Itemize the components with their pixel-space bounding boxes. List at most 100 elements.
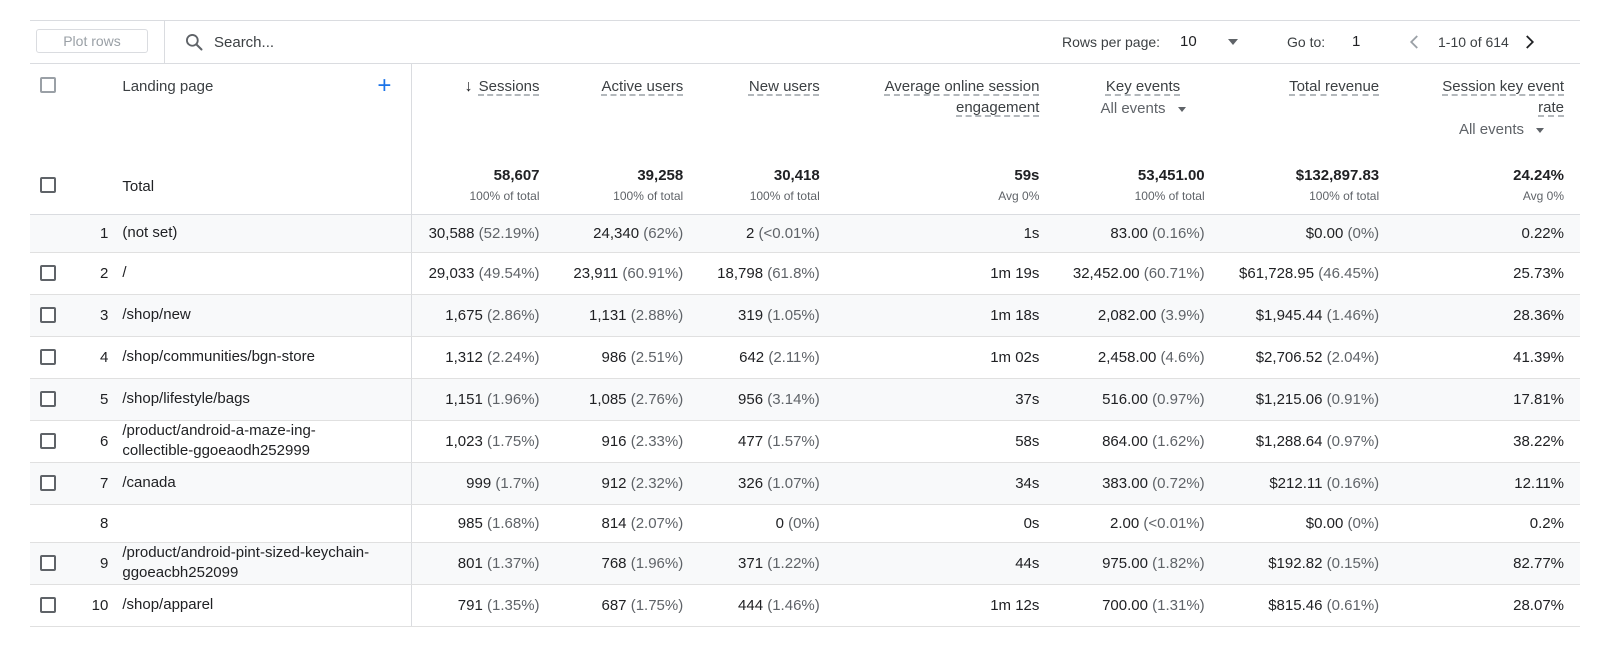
chevron-down-icon[interactable] bbox=[1228, 39, 1238, 45]
metric-value: 687 bbox=[601, 596, 627, 614]
row-checkbox[interactable] bbox=[40, 596, 56, 613]
metric-value: 1,151 bbox=[445, 390, 483, 408]
header-active-users[interactable]: Active users bbox=[556, 64, 700, 156]
header-avg-engagement[interactable]: Average online session engagement bbox=[836, 64, 1056, 156]
row-checkbox-cell bbox=[30, 584, 82, 627]
metric-cell: 477 (1.57%) bbox=[699, 420, 836, 463]
landing-page-cell[interactable]: /shop/lifestyle/bags bbox=[122, 378, 413, 421]
landing-page-cell[interactable]: /shop/communities/bgn-store bbox=[122, 336, 413, 379]
metric-percent: (2.88%) bbox=[630, 306, 684, 324]
table-row[interactable]: 2/29,033 (49.54%) 23,911 (60.91%) 18,798 (… bbox=[30, 252, 1580, 295]
column-header-label[interactable]: Session key event rate bbox=[1442, 78, 1564, 116]
metric-value: 28.36% bbox=[1513, 306, 1564, 324]
row-checkbox-cell bbox=[30, 336, 82, 379]
metric-percent: (0%) bbox=[1347, 514, 1380, 532]
column-header-label[interactable]: Sessions bbox=[478, 78, 540, 95]
metric-percent: (1.46%) bbox=[767, 596, 820, 614]
table-row[interactable]: 4/shop/communities/bgn-store 1,312 (2.24%… bbox=[30, 336, 1580, 379]
table-row[interactable]: 3/shop/new 1,675 (2.86%) 1,131 (2.88%) 319 … bbox=[30, 294, 1580, 337]
header-key-event-rate[interactable]: Session key event rate All events bbox=[1395, 64, 1580, 156]
totals-checkbox[interactable] bbox=[40, 176, 56, 193]
key-event-rate-filter[interactable]: All events bbox=[1395, 121, 1564, 138]
metric-cell: 985 (1.68%) bbox=[411, 504, 556, 543]
metric-cell: 1,085 (2.76%) bbox=[555, 378, 700, 421]
metric-percent: (2.86%) bbox=[487, 306, 540, 324]
metric-cell: $1,215.06 (0.91%) bbox=[1220, 378, 1396, 421]
row-checkbox[interactable] bbox=[40, 474, 56, 491]
header-new-users[interactable]: New users bbox=[699, 64, 836, 156]
landing-page-cell[interactable]: (not set) bbox=[122, 214, 413, 253]
plot-rows-button[interactable]: Plot rows bbox=[36, 29, 148, 53]
landing-page-cell[interactable]: /shop/apparel bbox=[122, 584, 413, 627]
dimension-header[interactable]: Landing page bbox=[122, 78, 214, 95]
table-row[interactable]: 8 985 (1.68%) 814 (2.07%) 0 (0%) 0s 2.00 (<0.… bbox=[30, 504, 1580, 543]
metric-cell: 44s bbox=[835, 542, 1056, 585]
row-checkbox[interactable] bbox=[40, 432, 56, 449]
metric-cell: 83.00 (0.16%) bbox=[1055, 214, 1221, 253]
row-index: 4 bbox=[81, 336, 123, 379]
add-dimension-icon[interactable]: + bbox=[377, 72, 392, 99]
metric-value: 700.00 bbox=[1102, 596, 1148, 614]
landing-page-cell[interactable]: /product/android-pint-sized-keychain-ggo… bbox=[122, 542, 413, 585]
totals-index-cell bbox=[81, 156, 122, 214]
row-checkbox[interactable] bbox=[40, 390, 56, 407]
column-header-label[interactable]: Total revenue bbox=[1289, 78, 1380, 95]
metric-cell: 18,798 (61.8%) bbox=[699, 252, 836, 295]
column-header-label[interactable]: New users bbox=[748, 78, 820, 95]
row-checkbox[interactable] bbox=[40, 306, 56, 323]
metric-percent: (0%) bbox=[1347, 224, 1380, 242]
header-sessions[interactable]: ↓ Sessions bbox=[412, 64, 556, 156]
metric-value: 2 bbox=[745, 224, 755, 242]
search-input[interactable] bbox=[214, 32, 614, 52]
column-header-label[interactable]: Active users bbox=[601, 78, 684, 95]
table-row[interactable]: 9/product/android-pint-sized-keychain-gg… bbox=[30, 542, 1580, 585]
table-row[interactable]: 7/canada 999 (1.7%) 912 (2.32%) 326 (1.07%)… bbox=[30, 462, 1580, 505]
metric-percent: (1.62%) bbox=[1152, 432, 1205, 450]
metric-cell: 2.00 (<0.01%) bbox=[1055, 504, 1221, 543]
metric-value: 44s bbox=[1015, 554, 1040, 572]
header-key-events[interactable]: Key events All events bbox=[1055, 64, 1220, 156]
goto-page-input[interactable]: 1 bbox=[1352, 33, 1361, 50]
metric-cell: 29,033 (49.54%) bbox=[411, 252, 556, 295]
column-header-label[interactable]: Key events bbox=[1105, 78, 1181, 95]
totals-row: Total 58,607 100% of total 39,258 100% of … bbox=[30, 156, 1580, 214]
table-row[interactable]: 1 (not set) 30,588 (52.19%) 24,340 (62%) 2 (… bbox=[30, 214, 1580, 253]
metric-value: 912 bbox=[601, 474, 627, 492]
header-total-revenue[interactable]: Total revenue bbox=[1221, 64, 1396, 156]
metric-value: 801 bbox=[457, 554, 483, 572]
metric-percent: (0.16%) bbox=[1152, 224, 1205, 242]
row-checkbox[interactable] bbox=[40, 348, 56, 365]
metric-cell: 1,312 (2.24%) bbox=[411, 336, 556, 379]
landing-page-cell[interactable]: /canada bbox=[122, 462, 413, 505]
landing-page-cell[interactable]: /shop/new bbox=[122, 294, 413, 337]
landing-page-cell[interactable] bbox=[122, 504, 413, 543]
metric-percent: (1.46%) bbox=[1326, 306, 1380, 324]
landing-page-cell[interactable]: / bbox=[122, 252, 413, 295]
search-icon[interactable] bbox=[184, 32, 204, 52]
table-row[interactable]: 10/shop/apparel 791 (1.35%) 687 (1.75%) 444… bbox=[30, 584, 1580, 627]
rows-per-page-select[interactable]: 10 bbox=[1180, 33, 1197, 50]
metric-value: 41.39% bbox=[1513, 348, 1564, 366]
chevron-down-icon[interactable] bbox=[1177, 106, 1186, 112]
column-header-label[interactable]: Average online session engagement bbox=[884, 78, 1040, 116]
metric-cell: 0s bbox=[835, 504, 1056, 543]
metric-value: $2,706.52 bbox=[1255, 348, 1323, 366]
chevron-down-icon[interactable] bbox=[1536, 127, 1544, 133]
landing-page-cell[interactable]: /product/android-a-maze-ing-collectible-… bbox=[122, 420, 413, 463]
metric-cell: $0.00 (0%) bbox=[1220, 214, 1396, 253]
metric-percent: (0.61%) bbox=[1326, 596, 1380, 614]
chevron-left-icon[interactable] bbox=[1406, 33, 1424, 51]
total-value: $132,897.83 bbox=[1295, 166, 1380, 184]
metric-cell: 975.00 (1.82%) bbox=[1055, 542, 1221, 585]
row-checkbox[interactable] bbox=[40, 554, 56, 571]
row-checkbox[interactable] bbox=[40, 264, 56, 281]
metric-percent: (2.04%) bbox=[1326, 348, 1380, 366]
metric-value: 326 bbox=[738, 474, 764, 492]
metric-value: 30,588 bbox=[428, 224, 475, 242]
table-row[interactable]: 5/shop/lifestyle/bags 1,151 (1.96%) 1,085 … bbox=[30, 378, 1580, 421]
chevron-right-icon[interactable] bbox=[1520, 33, 1538, 51]
select-all-checkbox[interactable] bbox=[40, 76, 56, 93]
table-row[interactable]: 6/product/android-a-maze-ing-collectible… bbox=[30, 420, 1580, 463]
key-events-filter[interactable]: All events bbox=[1065, 100, 1220, 117]
row-checkbox-cell bbox=[30, 542, 82, 585]
